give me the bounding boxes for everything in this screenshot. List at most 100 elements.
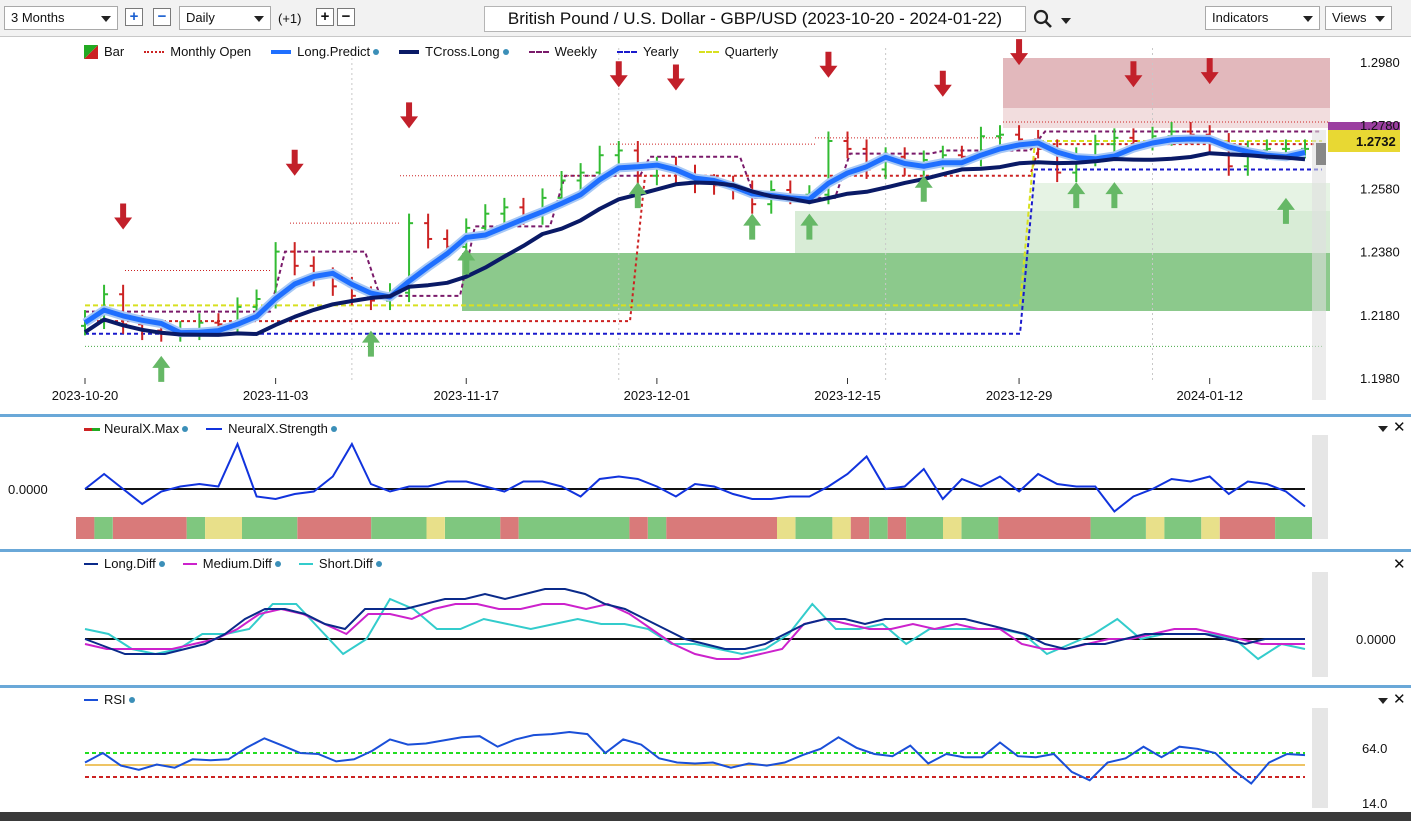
current-price-box [1328, 130, 1400, 152]
legend-neuralx-strength[interactable]: NeuralX.Strength [206, 421, 337, 436]
panel-collapse-button[interactable] [1378, 421, 1388, 436]
panel-divider[interactable] [0, 414, 1411, 417]
rsi-legend: RSI [84, 692, 135, 707]
offset-minus-button[interactable]: − [337, 8, 355, 26]
legend-swatch [298, 562, 313, 565]
panel-divider[interactable] [0, 685, 1411, 688]
neuralx-max-segment [205, 517, 242, 539]
price-bar[interactable] [824, 131, 833, 205]
settings-dot-icon[interactable] [330, 425, 337, 432]
legend-quarterly[interactable]: Quarterly [698, 44, 778, 59]
rsi-chart[interactable]: 64.0 14.0 [0, 688, 1411, 812]
diff-legend: Long.Diff Medium.Diff Short.Diff [84, 556, 382, 571]
zoom-out-button[interactable]: − [153, 8, 171, 26]
settings-dot-icon[interactable] [128, 696, 135, 703]
price-bar[interactable] [290, 242, 299, 276]
indicators-dropdown[interactable]: Indicators [1205, 6, 1320, 30]
neuralx-max-segment [371, 517, 427, 539]
legend-neuralx-max[interactable]: NeuralX.Max [84, 421, 189, 436]
price-bar[interactable] [424, 213, 433, 249]
bar-swatch-icon [84, 427, 100, 431]
buy-arrow-icon [457, 248, 476, 275]
minus-icon: − [157, 8, 167, 25]
panel-close-button[interactable]: ✕ [1393, 690, 1406, 708]
neuralx-chart[interactable]: 0.0000 [0, 417, 1411, 549]
neuralx-max-segment [426, 517, 445, 539]
price-chart[interactable]: 1.2732 1.2980 1.2780 1.2580 1.2380 1.2180 1.1… [0, 38, 1411, 415]
sell-arrow-icon [666, 64, 685, 91]
buy-arrow-icon [800, 213, 819, 240]
price-chart-panel[interactable]: 1.2732 1.2980 1.2780 1.2580 1.2380 1.2180 1.1… [0, 38, 1411, 415]
settings-dot-icon[interactable] [158, 560, 165, 567]
status-bar [0, 812, 1411, 821]
rsi-panel[interactable]: 64.0 14.0 RSI ✕ [0, 688, 1411, 812]
offset-plus-button[interactable]: + [316, 8, 334, 26]
neuralx-max-segment [1164, 517, 1202, 539]
search-dropdown[interactable] [1060, 14, 1072, 29]
views-dropdown[interactable]: Views [1325, 6, 1392, 30]
panel-close-button[interactable]: ✕ [1393, 418, 1406, 436]
price-y-tick: 1.2780 [1360, 118, 1400, 133]
price-bar[interactable] [1110, 128, 1119, 154]
yearly-line [85, 168, 1322, 335]
legend-long-diff[interactable]: Long.Diff [84, 556, 165, 571]
settings-dot-icon[interactable] [182, 425, 189, 432]
legend-monthly-open[interactable]: Monthly Open [144, 44, 251, 59]
diff-panel[interactable]: 0.0000 Long.Diff Medium.Diff Short.Diff … [0, 552, 1411, 685]
price-bar[interactable] [996, 125, 1004, 146]
legend-neuralx-max-label: NeuralX.Max [104, 421, 180, 436]
legend-medium-diff[interactable]: Medium.Diff [182, 556, 281, 571]
range-dropdown[interactable]: 3 Months [4, 6, 118, 30]
legend-bar[interactable]: Bar [84, 44, 124, 59]
neuralx-max-segment [1146, 517, 1165, 539]
panel-close-button[interactable]: ✕ [1393, 555, 1406, 573]
buy-arrow-icon [628, 182, 647, 209]
panel-divider[interactable] [0, 549, 1411, 552]
rsi-y-tick-low: 14.0 [1362, 796, 1387, 811]
legend-long-predict-label: Long.Predict [297, 44, 371, 59]
indicators-label: Indicators [1212, 10, 1269, 25]
support-zone-light [795, 211, 1330, 253]
chevron-down-icon [1378, 698, 1388, 704]
neuralx-max-segment [1201, 517, 1220, 539]
settings-dot-icon[interactable] [373, 48, 380, 55]
legend-weekly[interactable]: Weekly [528, 44, 597, 59]
purple-price-marker [1328, 122, 1400, 130]
neuralx-panel[interactable]: 0.0000 NeuralX.Max NeuralX.Strength ✕ [0, 417, 1411, 549]
symbol-title[interactable]: British Pound / U.S. Dollar - GBP/USD (2… [484, 6, 1026, 32]
interval-dropdown[interactable]: Daily [179, 6, 271, 30]
legend-long-predict[interactable]: Long.Predict [271, 44, 380, 59]
neuralx-max-segment [832, 517, 851, 539]
settings-dot-icon[interactable] [502, 48, 509, 55]
price-y-tick: 1.2580 [1360, 181, 1400, 196]
neuralx-max-segment [1219, 517, 1276, 539]
price-x-tick: 2023-11-17 [433, 388, 499, 403]
neuralx-max-segment [186, 517, 206, 539]
settings-dot-icon[interactable] [375, 560, 382, 567]
price-legend: Bar Monthly Open Long.Predict TCross.Lon… [84, 44, 778, 59]
legend-swatch [206, 427, 223, 430]
legend-monthly-open-label: Monthly Open [170, 44, 252, 59]
legend-tcross-long[interactable]: TCross.Long [399, 44, 509, 59]
price-bar[interactable] [614, 141, 623, 165]
price-x-tick: 2023-11-03 [243, 388, 309, 403]
price-bar[interactable] [500, 197, 509, 224]
close-icon: ✕ [1393, 691, 1406, 708]
price-bar[interactable] [576, 163, 585, 190]
legend-yearly[interactable]: Yearly [616, 44, 679, 59]
legend-short-diff[interactable]: Short.Diff [298, 556, 382, 571]
price-x-tick: 2024-01-12 [1176, 388, 1243, 403]
legend-swatch [144, 50, 165, 53]
legend-rsi[interactable]: RSI [84, 692, 135, 707]
panel-collapse-button[interactable] [1378, 693, 1388, 708]
settings-dot-icon[interactable] [274, 560, 281, 567]
diff-chart[interactable]: 0.0000 [0, 552, 1411, 685]
search-button[interactable] [1032, 8, 1056, 30]
zoom-in-button[interactable]: + [125, 8, 143, 26]
neuralx-max-segment [94, 517, 113, 539]
price-bar[interactable] [843, 131, 852, 159]
legend-swatch [182, 562, 197, 565]
neuralx-max-segment [795, 517, 833, 539]
legend-swatch [616, 50, 637, 53]
neuralx-max-segment [647, 517, 667, 539]
